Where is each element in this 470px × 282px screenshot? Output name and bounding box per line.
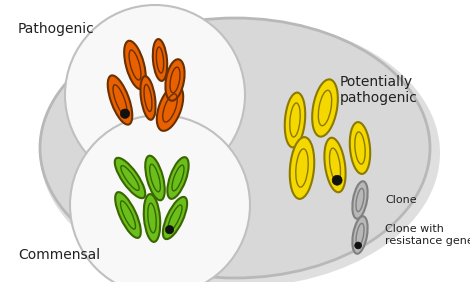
Text: Potentially
pathogenic: Potentially pathogenic (340, 75, 418, 105)
Ellipse shape (141, 76, 156, 120)
Text: Pathogenic: Pathogenic (18, 22, 95, 36)
Ellipse shape (324, 138, 345, 192)
Circle shape (165, 226, 174, 234)
Circle shape (332, 175, 342, 185)
Ellipse shape (124, 41, 146, 89)
Circle shape (355, 242, 361, 249)
Circle shape (65, 5, 245, 185)
Text: Clone: Clone (385, 195, 416, 205)
Ellipse shape (157, 85, 183, 131)
Ellipse shape (290, 137, 314, 199)
Ellipse shape (167, 157, 188, 199)
Ellipse shape (115, 192, 141, 238)
Ellipse shape (40, 19, 440, 282)
Ellipse shape (108, 75, 132, 125)
Ellipse shape (145, 156, 165, 200)
Ellipse shape (40, 18, 430, 278)
Ellipse shape (352, 216, 368, 254)
Ellipse shape (352, 181, 368, 219)
Ellipse shape (350, 122, 370, 174)
Circle shape (70, 115, 250, 282)
Text: Commensal: Commensal (18, 248, 100, 262)
Ellipse shape (163, 197, 187, 239)
Ellipse shape (165, 59, 185, 101)
Ellipse shape (153, 39, 167, 81)
Ellipse shape (144, 194, 160, 242)
Ellipse shape (285, 92, 305, 147)
Ellipse shape (312, 79, 338, 137)
Text: Clone with
resistance gene: Clone with resistance gene (385, 224, 470, 246)
Circle shape (120, 109, 130, 118)
Ellipse shape (115, 158, 145, 198)
